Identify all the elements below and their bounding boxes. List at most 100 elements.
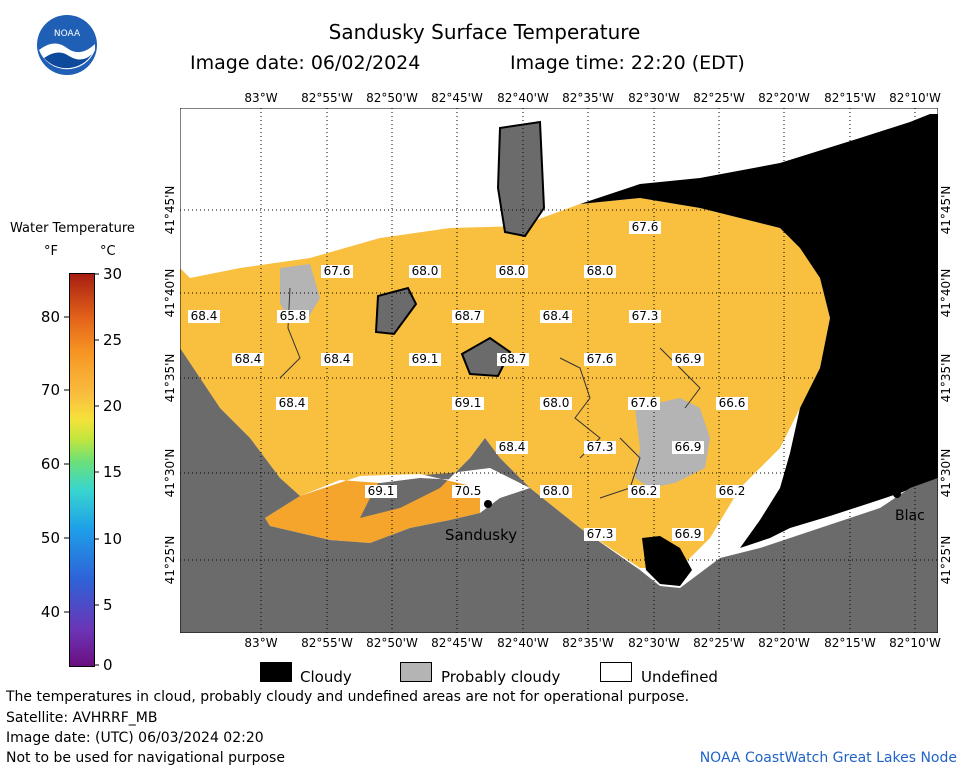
temperature-label: 68.0 bbox=[543, 484, 570, 498]
temperature-label-bg bbox=[716, 485, 748, 498]
latitude-label: 41°30'N bbox=[163, 449, 177, 498]
isotherm-lines bbox=[279, 287, 701, 499]
footer-satellite: Satellite: AVHRRF_MB bbox=[6, 710, 158, 726]
legend-undefined-label: Undefined bbox=[641, 668, 718, 686]
longitude-label: 83°W bbox=[244, 91, 277, 105]
temperature-label: 66.2 bbox=[719, 484, 746, 498]
longitude-label: 82°15'W bbox=[824, 636, 876, 650]
temperature-label: 65.8 bbox=[280, 309, 307, 323]
temperature-label-bg bbox=[232, 353, 264, 366]
temperature-label: 69.1 bbox=[412, 352, 439, 366]
temperature-label: 66.9 bbox=[675, 352, 702, 366]
latitude-label: 41°45'N bbox=[939, 186, 953, 235]
scale-title: Water Temperature bbox=[10, 221, 135, 236]
scale-c-tick: 30 bbox=[103, 265, 122, 283]
temperature-label-bg bbox=[540, 397, 572, 410]
longitude-label: 82°20'W bbox=[758, 636, 810, 650]
island-west bbox=[374, 286, 418, 336]
temperature-label-bg bbox=[540, 485, 572, 498]
temperature-label-bg bbox=[584, 528, 616, 541]
temperature-label-bg bbox=[496, 265, 528, 278]
land-south bbox=[180, 348, 938, 633]
longitude-label: 82°25'W bbox=[693, 636, 745, 650]
scale-f-tick: 70 bbox=[41, 381, 60, 399]
longitude-label: 82°10'W bbox=[889, 91, 941, 105]
temperature-label: 68.0 bbox=[587, 264, 614, 278]
temperature-label: 68.7 bbox=[500, 352, 527, 366]
island-north bbox=[496, 120, 546, 238]
temperature-label: 68.7 bbox=[455, 309, 482, 323]
latitude-label: 41°35'N bbox=[163, 354, 177, 403]
temperature-label: 68.4 bbox=[235, 352, 262, 366]
temperature-label: 68.0 bbox=[499, 264, 526, 278]
scale-f-tick: 80 bbox=[41, 308, 60, 326]
temperature-label-bg bbox=[409, 353, 441, 366]
scale-c-tick: 20 bbox=[103, 397, 122, 415]
logo-text: NOAA bbox=[54, 29, 81, 39]
temperature-label-bg bbox=[584, 353, 616, 366]
undefined-strip bbox=[300, 474, 480, 496]
temperature-label-bg bbox=[277, 310, 309, 323]
temperature-label-bg bbox=[409, 265, 441, 278]
temperature-label-bg bbox=[365, 485, 397, 498]
longitude-label: 83°W bbox=[244, 636, 277, 650]
temperature-label-bg bbox=[321, 353, 353, 366]
scale-unit-c: °C bbox=[100, 244, 116, 259]
temperature-label: 68.0 bbox=[543, 396, 570, 410]
temperature-label-bg bbox=[584, 265, 616, 278]
temperature-label-bg bbox=[716, 397, 748, 410]
cloud-area bbox=[580, 114, 938, 548]
temperature-label: 66.9 bbox=[675, 440, 702, 454]
temperature-label: 67.3 bbox=[587, 527, 614, 541]
temperature-label-bg bbox=[452, 485, 484, 498]
sst-map[interactable]: Sandusky Blac 67.6 67.6 68.0 68.0 68.0 68.4 65.… bbox=[180, 108, 938, 633]
footer-utc-date: Image date: (UTC) 06/03/2024 02:20 bbox=[6, 730, 264, 746]
longitude-label: 82°50'W bbox=[366, 91, 418, 105]
longitude-label: 82°40'W bbox=[497, 91, 549, 105]
temperature-label: 68.4 bbox=[191, 309, 218, 323]
temperature-label-bg bbox=[321, 265, 353, 278]
temperature-label-bg bbox=[276, 397, 308, 410]
temperature-label-bg bbox=[672, 441, 704, 454]
legend-cloudy-label: Cloudy bbox=[300, 668, 352, 686]
legend-undefined-swatch bbox=[600, 662, 632, 682]
scale-unit-f: °F bbox=[44, 244, 58, 259]
image-time: Image time: 22:20 (EDT) bbox=[510, 52, 745, 74]
temperature-label: 67.3 bbox=[587, 440, 614, 454]
scale-c-tick: 10 bbox=[103, 530, 122, 548]
temperature-label: 67.6 bbox=[587, 352, 614, 366]
place-label-blac: Blac bbox=[895, 508, 925, 524]
color-scale-bar bbox=[69, 273, 95, 667]
temperature-label-bg bbox=[672, 528, 704, 541]
temperature-label: 66.2 bbox=[631, 484, 658, 498]
longitude-label: 82°40'W bbox=[497, 636, 549, 650]
scale-f-tick: 60 bbox=[41, 455, 60, 473]
legend-probably-cloudy-label: Probably cloudy bbox=[441, 668, 561, 686]
footer-disclaimer: The temperatures in cloud, probably clou… bbox=[6, 689, 690, 705]
temperature-label: 69.1 bbox=[455, 396, 482, 410]
noaa-logo: NOAA bbox=[36, 14, 98, 76]
temperature-label-bg bbox=[497, 353, 529, 366]
temperature-label: 70.5 bbox=[455, 484, 482, 498]
latitude-label: 41°30'N bbox=[939, 449, 953, 498]
latitude-labels-left: 41°45'N 41°40'N 41°35'N 41°30'N 41°25'N bbox=[163, 186, 177, 585]
temperature-label: 67.6 bbox=[632, 220, 659, 234]
longitude-label: 82°10'W bbox=[889, 636, 941, 650]
longitude-label: 82°35'W bbox=[562, 636, 614, 650]
temperature-label: 68.4 bbox=[499, 440, 526, 454]
temperature-label: 68.4 bbox=[324, 352, 351, 366]
latitude-label: 41°40'N bbox=[939, 269, 953, 318]
longitude-label: 82°25'W bbox=[693, 91, 745, 105]
temperature-label: 66.6 bbox=[719, 396, 746, 410]
footer-nav-warning: Not to be used for navigational purpose bbox=[6, 750, 285, 766]
temperature-label-bg bbox=[452, 397, 484, 410]
longitude-labels-top: 83°W 82°55'W 82°50'W 82°45'W 82°40'W 82°35'W 8… bbox=[244, 91, 941, 105]
latitude-label: 41°35'N bbox=[939, 354, 953, 403]
land-peninsula bbox=[360, 438, 530, 518]
longitude-label: 82°55'W bbox=[301, 91, 353, 105]
sandusky-marker bbox=[484, 500, 492, 508]
temperature-label-bg bbox=[628, 397, 660, 410]
longitude-label: 82°45'W bbox=[431, 91, 483, 105]
longitude-label: 82°30'W bbox=[628, 91, 680, 105]
footer-credit[interactable]: NOAA CoastWatch Great Lakes Node bbox=[699, 750, 957, 766]
